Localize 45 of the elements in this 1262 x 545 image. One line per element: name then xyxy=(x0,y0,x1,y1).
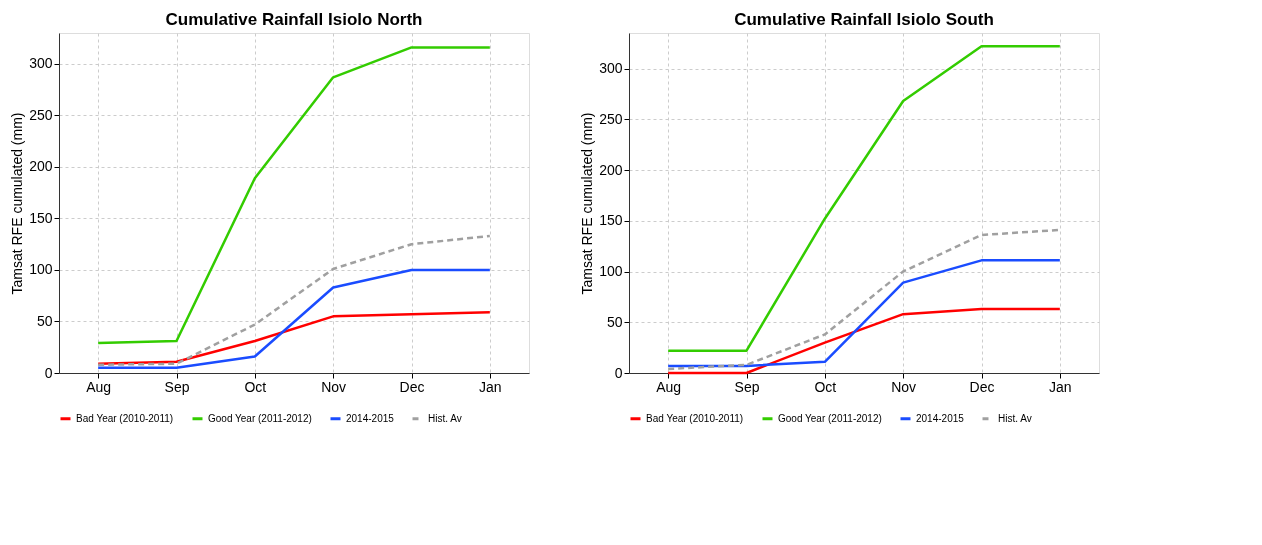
line-series xyxy=(96,46,492,345)
x-tick-label: Oct xyxy=(244,378,267,395)
legend-label: Hist. Av xyxy=(428,412,462,424)
y-tick-label: 0 xyxy=(614,364,623,381)
x-tick-label: Aug xyxy=(86,378,112,395)
line-series xyxy=(96,268,492,370)
y-tick-label: 250 xyxy=(29,106,53,123)
line-series xyxy=(96,234,492,367)
x-tick-label: Aug xyxy=(656,378,682,395)
y-tick-label: 200 xyxy=(599,161,623,178)
legend-label: Hist. Av xyxy=(998,412,1032,424)
y-tick-label: 200 xyxy=(29,158,53,175)
y-tick-label: 300 xyxy=(29,55,53,72)
y-tick-label: 0 xyxy=(44,364,53,381)
legend-label: Good Year (2011-2012) xyxy=(778,412,882,424)
legend-label: Bad Year (2010-2011) xyxy=(76,412,174,424)
legend-label: Good Year (2011-2012) xyxy=(208,412,312,424)
line-series xyxy=(666,259,1062,368)
y-axis-title: Tamsat RFE cumulated (mm) xyxy=(579,112,596,295)
y-tick-label: 150 xyxy=(599,212,623,229)
y-tick-label: 250 xyxy=(599,110,623,127)
x-tick-label: Dec xyxy=(969,378,995,395)
chart-title: Cumulative Rainfall Isiolo South xyxy=(734,10,994,29)
x-tick-label: Dec xyxy=(399,378,425,395)
legend-label: 2014-2015 xyxy=(916,412,965,424)
x-tick-label: Nov xyxy=(321,378,347,395)
line-series xyxy=(666,307,1062,375)
x-tick-label: Oct xyxy=(814,378,837,395)
chart-title: Cumulative Rainfall Isiolo North xyxy=(165,10,423,29)
x-tick-label: Sep xyxy=(164,378,190,395)
y-tick-label: 300 xyxy=(599,60,623,77)
x-tick-label: Jan xyxy=(479,378,502,395)
x-tick-label: Nov xyxy=(891,378,917,395)
legend-label: Bad Year (2010-2011) xyxy=(646,412,744,424)
y-tick-label: 100 xyxy=(29,261,53,278)
x-tick-label: Sep xyxy=(734,378,760,395)
line-series xyxy=(96,310,492,365)
legend-label: 2014-2015 xyxy=(346,412,395,424)
y-tick-label: 100 xyxy=(599,263,623,280)
x-tick-label: Jan xyxy=(1049,378,1072,395)
line-series xyxy=(666,44,1062,352)
y-tick-label: 150 xyxy=(29,209,53,226)
y-tick-label: 50 xyxy=(606,313,623,330)
y-tick-label: 50 xyxy=(36,312,53,329)
y-axis-title: Tamsat RFE cumulated (mm) xyxy=(9,112,26,295)
